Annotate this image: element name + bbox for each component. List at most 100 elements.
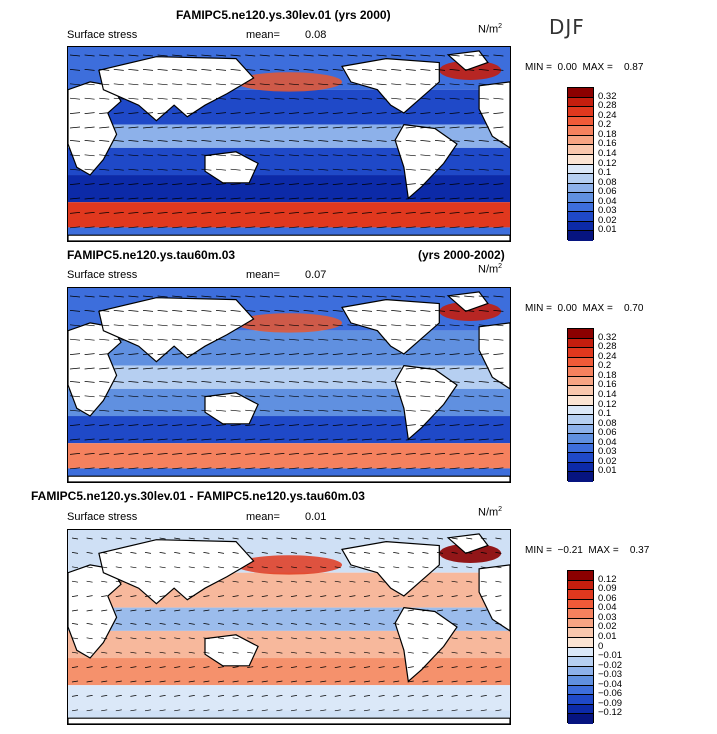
- wind-stress-arrow: [288, 97, 300, 100]
- wind-stress-arrow: [215, 126, 227, 129]
- wind-stress-arrow: [349, 709, 356, 712]
- wind-stress-arrow: [318, 367, 329, 370]
- colorbar-swatch: [568, 714, 593, 724]
- wind-stress-arrow: [230, 197, 241, 200]
- colorbar-swatch: [568, 193, 593, 203]
- wind-stress-arrow: [303, 438, 314, 441]
- wind-stress-arrow: [376, 367, 387, 370]
- wind-stress-arrow: [478, 424, 489, 426]
- wind-stress-arrow: [159, 695, 166, 697]
- colorbar-swatch: [568, 685, 593, 696]
- wind-stress-arrow: [245, 453, 256, 455]
- wind-stress-arrow: [332, 438, 343, 441]
- panel2-mean-label: mean=: [246, 269, 280, 281]
- wind-stress-arrow: [288, 197, 300, 200]
- wind-stress-arrow: [142, 112, 154, 114]
- wind-stress-arrow: [464, 126, 475, 129]
- colorbar-swatch: [568, 107, 593, 117]
- wind-stress-arrow: [230, 140, 241, 142]
- wind-stress-arrow: [203, 580, 210, 583]
- wind-stress-arrow: [113, 424, 124, 426]
- wind-stress-arrow: [159, 709, 166, 712]
- wind-stress-arrow: [361, 112, 373, 114]
- wind-stress-arrow: [142, 395, 154, 398]
- wind-stress-arrow: [318, 140, 329, 142]
- wind-stress-arrow: [232, 666, 239, 668]
- wind-stress-arrow: [449, 69, 460, 71]
- wind-stress-arrow: [259, 438, 270, 441]
- wind-stress-arrow: [142, 69, 154, 71]
- wind-stress-arrow: [186, 324, 197, 327]
- wind-stress-arrow: [232, 580, 239, 583]
- wind-stress-arrow: [303, 112, 314, 114]
- wind-stress-arrow: [128, 453, 139, 455]
- wind-stress-arrow: [245, 438, 256, 441]
- panel3-field-label: Surface stress: [67, 511, 138, 523]
- wind-stress-arrow: [215, 83, 227, 86]
- panel1-mean-value: 0.08: [305, 29, 327, 41]
- stress-band: [68, 202, 510, 228]
- wind-stress-arrow: [449, 438, 460, 441]
- wind-stress-arrow: [201, 381, 212, 383]
- wind-stress-arrow: [288, 112, 300, 114]
- wind-stress-arrow: [247, 537, 254, 540]
- wind-stress-arrow: [84, 212, 95, 214]
- wind-stress-arrow: [84, 168, 95, 171]
- wind-stress-arrow: [478, 197, 489, 200]
- wind-stress-arrow: [347, 438, 358, 441]
- wind-stress-arrow: [142, 409, 154, 412]
- wind-stress-arrow: [71, 566, 79, 569]
- colorbar-swatch: [568, 453, 593, 463]
- wind-stress-arrow: [376, 140, 387, 142]
- wind-stress-arrow: [157, 183, 168, 185]
- wind-stress-arrow: [436, 609, 444, 612]
- wind-stress-arrow: [451, 580, 458, 583]
- wind-stress-arrow: [172, 295, 183, 298]
- wind-stress-arrow: [84, 367, 95, 370]
- continent-outline: [478, 322, 510, 390]
- wind-stress-arrow: [259, 467, 270, 470]
- wind-stress-arrow: [303, 226, 314, 229]
- wind-stress-arrow: [172, 83, 183, 86]
- panel1-colorbar: [567, 87, 594, 241]
- wind-stress-arrow: [303, 154, 314, 157]
- wind-stress-arrow: [157, 112, 168, 114]
- wind-stress-arrow: [142, 324, 154, 327]
- wind-stress-arrow: [466, 651, 473, 654]
- wind-stress-arrow: [113, 338, 124, 341]
- wind-stress-arrow: [276, 609, 283, 612]
- wind-stress-arrow: [99, 395, 110, 398]
- wind-stress-arrow: [493, 140, 504, 142]
- wind-stress-arrow: [84, 395, 95, 398]
- wind-stress-arrow: [232, 552, 239, 554]
- wind-stress-arrow: [303, 324, 314, 327]
- wind-stress-arrow: [361, 338, 373, 341]
- wind-stress-arrow: [305, 552, 312, 554]
- wind-stress-arrow: [230, 126, 241, 129]
- wind-stress-arrow: [159, 537, 166, 540]
- wind-stress-arrow: [186, 112, 197, 114]
- wind-stress-arrow: [157, 295, 168, 298]
- wind-stress-arrow: [274, 353, 285, 355]
- wind-stress-arrow: [86, 595, 93, 597]
- wind-stress-arrow: [84, 83, 95, 86]
- wind-stress-arrow: [318, 467, 329, 470]
- wind-stress-arrow: [259, 324, 270, 327]
- wind-stress-arrow: [493, 295, 504, 298]
- wind-stress-arrow: [203, 609, 210, 612]
- wind-stress-arrow: [186, 140, 197, 142]
- wind-stress-arrow: [186, 310, 197, 312]
- wind-stress-arrow: [391, 54, 402, 57]
- wind-stress-arrow: [478, 353, 489, 355]
- wind-stress-arrow: [130, 537, 137, 540]
- wind-stress-arrow: [347, 140, 358, 142]
- wind-stress-arrow: [320, 695, 327, 697]
- wind-stress-arrow: [261, 695, 268, 697]
- wind-stress-arrow: [288, 409, 300, 412]
- wind-stress-arrow: [99, 381, 110, 383]
- season-label: DJF: [549, 15, 585, 39]
- wind-stress-arrow: [320, 566, 327, 569]
- wind-stress-arrow: [378, 566, 385, 569]
- wind-stress-arrow: [449, 112, 460, 114]
- wind-stress-arrow: [422, 651, 429, 654]
